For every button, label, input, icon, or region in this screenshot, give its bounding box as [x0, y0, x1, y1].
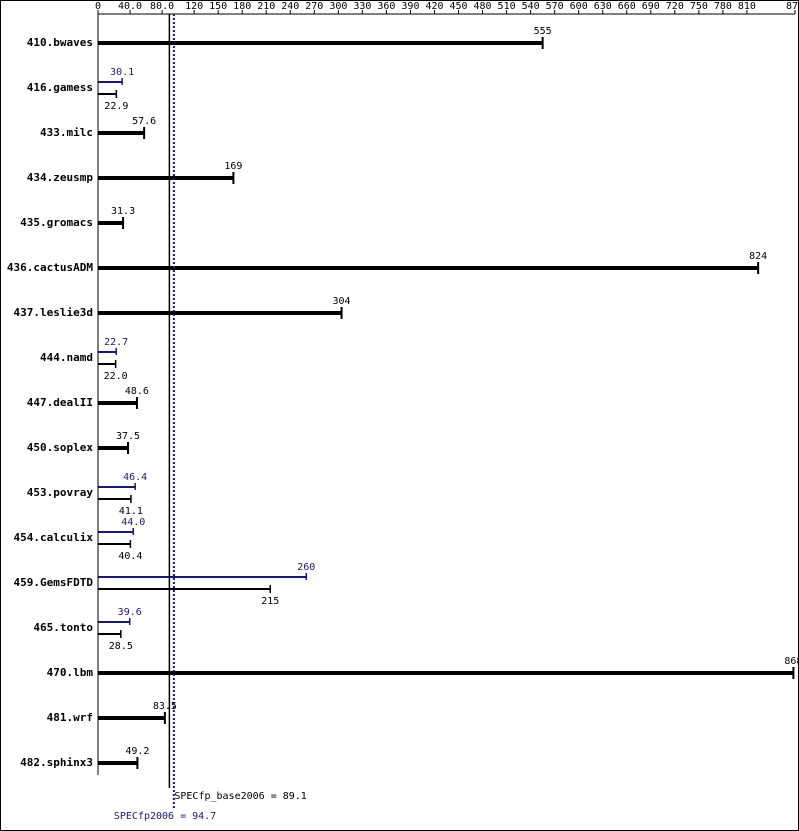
category-label: 436.cactusADM	[7, 261, 93, 274]
x-tick-label: 810	[738, 1, 756, 12]
reference-label: SPECfp2006 = 94.7	[114, 811, 216, 822]
x-tick-label: 480	[474, 1, 492, 12]
category-label: 416.gamess	[27, 81, 93, 94]
x-tick-label: 720	[666, 1, 684, 12]
value-label: 22.7	[104, 337, 128, 348]
value-label: 39.6	[118, 607, 142, 618]
reference-name: SPECfp_base2006 =	[174, 791, 276, 802]
category-label: 453.povray	[27, 486, 94, 499]
base-bar	[98, 543, 131, 545]
value-label: 48.6	[125, 386, 149, 397]
value-label: 31.3	[111, 206, 135, 217]
reference-value: 94.7	[192, 811, 216, 822]
bar	[98, 401, 137, 405]
category-label: 410.bwaves	[27, 36, 93, 49]
category-label: 444.namd	[40, 351, 93, 364]
peak-bar	[98, 576, 307, 578]
x-tick-label: 780	[714, 1, 732, 12]
category-label: 450.soplex	[27, 441, 94, 454]
x-tick-label: 180	[233, 1, 251, 12]
value-label: 824	[749, 251, 767, 262]
peak-bar	[98, 486, 136, 488]
category-label: 470.lbm	[47, 666, 94, 679]
value-label: 46.4	[123, 472, 147, 483]
value-label: 22.9	[104, 101, 128, 112]
x-tick-label: 390	[401, 1, 419, 12]
x-tick-label: 420	[425, 1, 443, 12]
bar	[98, 131, 145, 135]
x-tick-label: 870	[786, 1, 799, 12]
value-label: 83.5	[153, 701, 177, 712]
value-label: 22.0	[104, 371, 128, 382]
bar	[98, 446, 129, 450]
x-tick-label: 690	[642, 1, 660, 12]
category-label: 437.leslie3d	[14, 306, 93, 319]
bar	[98, 176, 234, 180]
x-tick-label: 150	[209, 1, 227, 12]
x-tick-label: 120	[185, 1, 203, 12]
category-label: 447.dealII	[27, 396, 93, 409]
bar	[98, 311, 342, 315]
peak-bar	[98, 621, 130, 623]
category-label: 435.gromacs	[20, 216, 93, 229]
bar	[98, 266, 759, 270]
value-label: 868	[784, 656, 799, 667]
x-tick-label: 660	[618, 1, 636, 12]
x-tick-label: 750	[690, 1, 708, 12]
value-label: 41.1	[119, 506, 143, 517]
x-tick-label: 630	[594, 1, 612, 12]
bar	[98, 716, 165, 720]
value-label: 57.6	[132, 116, 156, 127]
value-label: 169	[224, 161, 242, 172]
x-tick-label: 570	[546, 1, 564, 12]
x-tick-label: 270	[305, 1, 323, 12]
x-tick-label: 450	[449, 1, 467, 12]
base-bar	[98, 363, 116, 365]
value-label: 215	[261, 596, 279, 607]
bar	[98, 41, 543, 45]
value-label: 40.4	[118, 551, 142, 562]
value-label: 49.2	[125, 746, 149, 757]
x-tick-label: 210	[257, 1, 275, 12]
x-tick-label: 540	[522, 1, 540, 12]
x-tick-label: 40.0	[118, 1, 142, 12]
reference-label: SPECfp_base2006 = 89.1	[174, 791, 306, 802]
peak-bar	[98, 531, 134, 533]
category-label: 433.milc	[40, 126, 93, 139]
x-tick-label: 240	[281, 1, 299, 12]
x-tick-label: 0	[95, 1, 101, 12]
bar	[98, 671, 794, 675]
value-label: 555	[534, 26, 552, 37]
x-tick-label: 360	[377, 1, 395, 12]
peak-bar	[98, 81, 123, 83]
reference-value: 89.1	[283, 791, 307, 802]
category-label: 434.zeusmp	[27, 171, 94, 184]
x-tick-label: 510	[498, 1, 516, 12]
peak-bar	[98, 351, 117, 353]
x-tick-label: 600	[570, 1, 588, 12]
base-bar	[98, 588, 271, 590]
category-label: 482.sphinx3	[20, 756, 93, 769]
base-bar	[98, 93, 117, 95]
bar	[98, 221, 124, 225]
value-label: 28.5	[109, 641, 133, 652]
x-tick-label: 330	[353, 1, 371, 12]
category-label: 454.calculix	[14, 531, 94, 544]
x-tick-label: 300	[329, 1, 347, 12]
base-bar	[98, 498, 131, 500]
category-label: 459.GemsFDTD	[14, 576, 94, 589]
value-label: 304	[333, 296, 351, 307]
base-bar	[98, 633, 121, 635]
x-tick-label: 80.0	[150, 1, 174, 12]
value-label: 260	[297, 562, 315, 573]
value-label: 37.5	[116, 431, 140, 442]
value-label: 44.0	[121, 517, 145, 528]
value-label: 30.1	[110, 67, 134, 78]
category-label: 481.wrf	[47, 711, 93, 724]
category-label: 465.tonto	[33, 621, 93, 634]
bar	[98, 761, 138, 765]
reference-name: SPECfp2006 =	[114, 811, 186, 822]
